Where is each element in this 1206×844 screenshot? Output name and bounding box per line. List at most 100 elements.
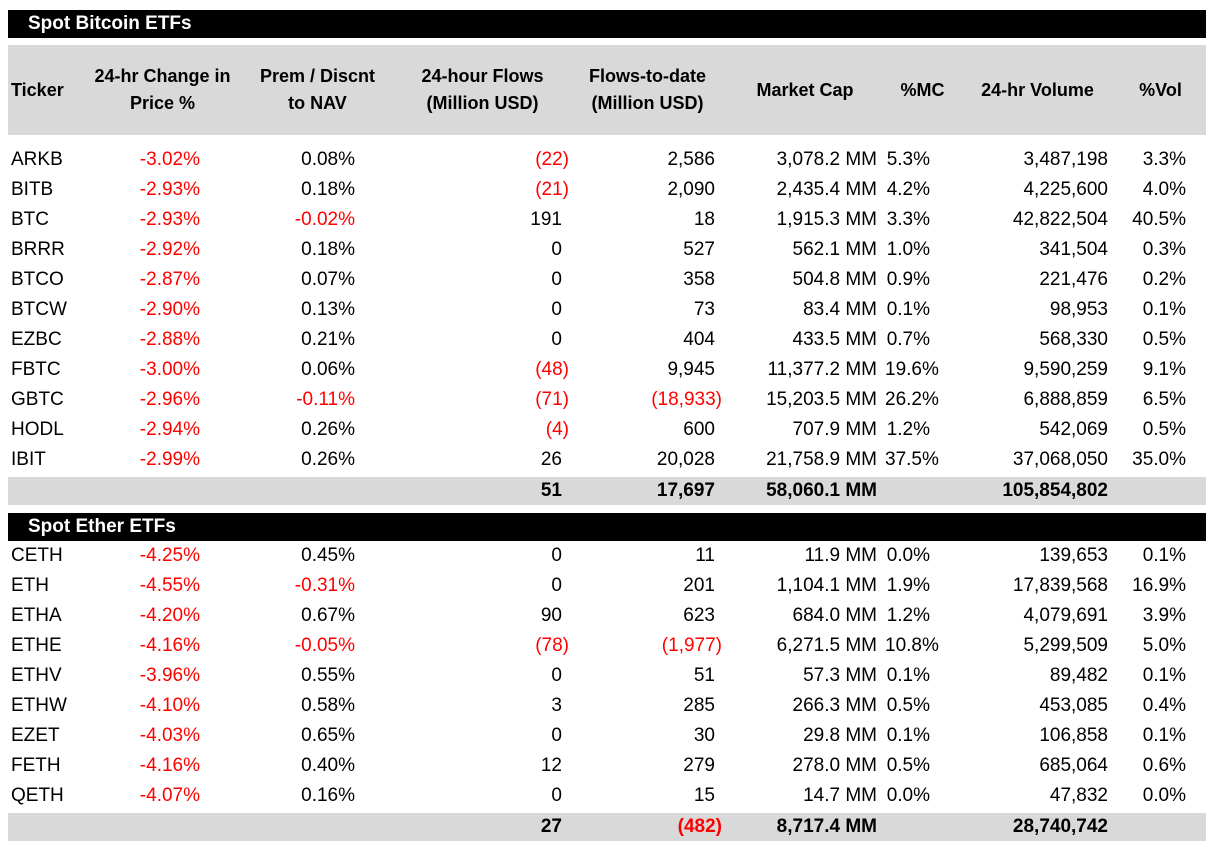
table-row: ETH -4.55% -0.31% 0 201 1,104.1 MM 1.9% 17,839,…	[8, 571, 1206, 601]
cell-value: 1.9%	[886, 575, 930, 596]
cell-market_cap: 562.1 MM	[725, 239, 885, 261]
cell-pct_mc: 10.8%	[885, 635, 960, 657]
column-header-line: %Vol	[1139, 79, 1182, 100]
cell-value: 0.58%	[301, 695, 355, 716]
cell-pct_vol: 40.5%	[1115, 209, 1206, 231]
cell-flows: (71)	[395, 389, 570, 411]
column-header-volume: 24-hr Volume	[960, 77, 1115, 104]
column-header-pct_vol: %Vol	[1115, 77, 1206, 104]
cell-flows_to_date: 404	[570, 329, 725, 351]
cell-pct_mc: 0.0%	[885, 785, 960, 807]
cell-market_cap: 6,271.5 MM	[725, 635, 885, 657]
cell-market_cap: 433.5 MM	[725, 329, 885, 351]
cell-value: CETH	[11, 545, 63, 566]
cell-pct_vol: 0.1%	[1115, 299, 1206, 321]
cell-value: 15,203.5 MM	[766, 389, 877, 410]
cell-market_cap: 83.4 MM	[725, 299, 885, 321]
cell-value: 0.08%	[301, 149, 355, 170]
cell-value: 358	[683, 269, 715, 290]
cell-value: 0.21%	[301, 329, 355, 350]
cell-value: 2,435.4 MM	[776, 179, 877, 200]
cell-value: 1.0%	[886, 239, 930, 260]
cell-value: 9,590,259	[1023, 359, 1108, 380]
cell-value: 0	[551, 269, 562, 290]
cell-volume: 5,299,509	[960, 635, 1115, 657]
cell-value: FETH	[11, 755, 61, 776]
cell-ticker: HODL	[8, 419, 85, 441]
cell-flows_to_date: 600	[570, 419, 725, 441]
cell-value: 0.3%	[1142, 239, 1186, 260]
cell-value: 0	[551, 575, 562, 596]
cell-value: -2.93%	[139, 209, 200, 230]
cell-change: -4.10%	[85, 695, 240, 717]
cell-value: -3.96%	[139, 665, 200, 686]
ether-total-row: 27 (482) 8,717.4 MM 28,740,742	[8, 813, 1206, 841]
cell-prem: 0.67%	[240, 605, 395, 627]
bitcoin-rows: ARKB -3.02% 0.08% (22) 2,586 3,078.2 MM 5.3% 3,…	[0, 145, 1206, 475]
cell-flows_to_date: 11	[570, 545, 725, 567]
cell-prem: 0.13%	[240, 299, 395, 321]
cell-value: 0.18%	[301, 179, 355, 200]
cell-value: 527	[683, 239, 715, 260]
cell-value: 14.7 MM	[803, 785, 877, 806]
cell-pct_mc: 0.0%	[885, 545, 960, 567]
cell-ticker: BTCW	[8, 299, 85, 321]
cell-value: 278.0 MM	[792, 755, 877, 776]
cell-value: 51	[693, 665, 715, 686]
cell-value: 221,476	[1039, 269, 1108, 290]
cell-pct_mc: 3.3%	[885, 209, 960, 231]
cell-flows: 26	[395, 449, 570, 471]
cell-value: 0.18%	[301, 239, 355, 260]
cell-value: 0.1%	[886, 665, 930, 686]
cell-flows: 0	[395, 785, 570, 807]
cell-market_cap: 15,203.5 MM	[725, 389, 885, 411]
cell-pct_mc: 0.9%	[885, 269, 960, 291]
table-row: EZET -4.03% 0.65% 0 30 29.8 MM 0.1% 106,858 0.1%	[8, 721, 1206, 751]
column-header-line: Ticker	[11, 79, 64, 100]
cell-value: 12	[540, 755, 562, 776]
cell-pct_mc: 0.7%	[885, 329, 960, 351]
cell-flows: 0	[395, 239, 570, 261]
cell-value: -0.11%	[296, 389, 355, 410]
cell-value: 0.5%	[886, 695, 930, 716]
cell-value: 83.4 MM	[803, 299, 877, 320]
cell-flows_to_date: 30	[570, 725, 725, 747]
cell-change: -2.96%	[85, 389, 240, 411]
cell-flows: 0	[395, 665, 570, 687]
cell-value: BRRR	[11, 239, 65, 260]
cell-pct_vol: 6.5%	[1115, 389, 1206, 411]
cell-value: QETH	[11, 785, 64, 806]
cell-change: -2.94%	[85, 419, 240, 441]
cell-value: 0	[551, 545, 562, 566]
table-row: BTC -2.93% -0.02% 191 18 1,915.3 MM 3.3% 42,822…	[8, 205, 1206, 235]
cell-change: -3.02%	[85, 149, 240, 171]
cell-value: -2.94%	[139, 419, 200, 440]
cell-value: 37.5%	[885, 449, 939, 470]
cell-value: 0.5%	[1142, 419, 1186, 440]
column-header-line: to NAV	[288, 93, 347, 113]
cell-prem: 0.08%	[240, 149, 395, 171]
cell-volume: 98,953	[960, 299, 1115, 321]
cell-flows_to_date: (1,977)	[570, 635, 725, 657]
cell-volume: 4,225,600	[960, 179, 1115, 201]
cell-flows: 51	[395, 480, 570, 502]
cell-value: -0.02%	[294, 209, 355, 230]
cell-pct_mc: 5.3%	[885, 149, 960, 171]
column-header-line: Market Cap	[756, 79, 854, 100]
cell-volume: 42,822,504	[960, 209, 1115, 231]
cell-value: 0.06%	[301, 359, 355, 380]
cell-value: 0.9%	[886, 269, 930, 290]
cell-ticker: GBTC	[8, 389, 85, 411]
cell-value: 684.0 MM	[792, 605, 877, 626]
cell-value: 1,104.1 MM	[776, 575, 877, 596]
cell-value: 89,482	[1049, 665, 1108, 686]
cell-value: 21,758.9 MM	[766, 449, 877, 470]
cell-value: 0.1%	[1142, 299, 1186, 320]
cell-prem: 0.65%	[240, 725, 395, 747]
cell-ticker: ARKB	[8, 149, 85, 171]
cell-value: -3.02%	[139, 149, 200, 170]
cell-pct_vol: 16.9%	[1115, 575, 1206, 597]
cell-prem: 0.40%	[240, 755, 395, 777]
cell-volume: 341,504	[960, 239, 1115, 261]
cell-change: -4.16%	[85, 635, 240, 657]
